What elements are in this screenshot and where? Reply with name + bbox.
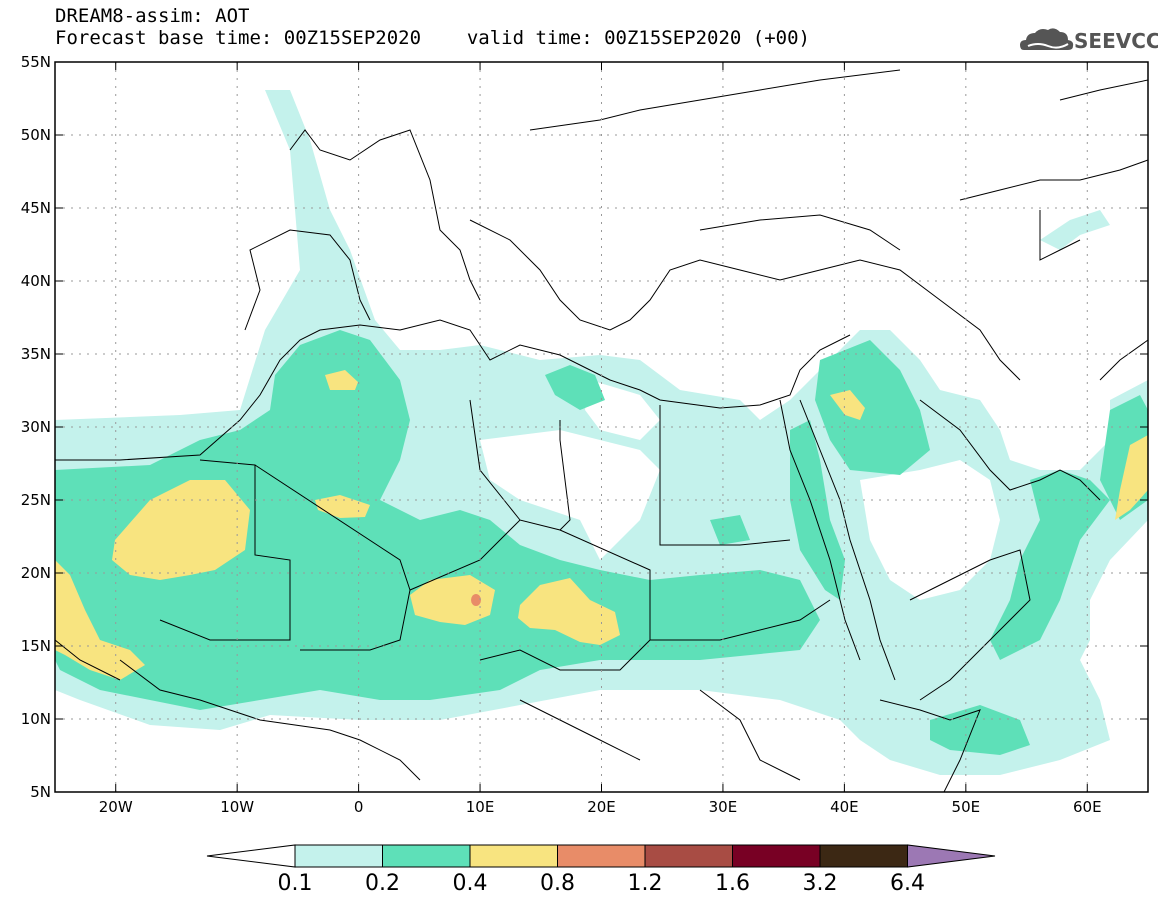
- lat-tick-label: 50N: [21, 126, 51, 144]
- graticule: [55, 62, 1148, 792]
- lon-tick-label: 60E: [1073, 798, 1102, 816]
- aot-level-0.2: [55, 330, 1148, 755]
- colorbar-segment: [382, 844, 471, 868]
- lon-tick-label: 30E: [709, 798, 738, 816]
- colorbar-label: 1.2: [628, 871, 663, 896]
- lat-tick-label: 45N: [21, 199, 51, 217]
- lon-tick-label: 40E: [830, 798, 859, 816]
- lat-tick-label: 10N: [21, 710, 51, 728]
- colorbar-segment: [819, 844, 908, 868]
- product-title: DREAM8-assim: AOT: [55, 5, 250, 27]
- lat-tick-label: 35N: [21, 345, 51, 363]
- aot-field: [55, 90, 1148, 775]
- latitude-axis: 55N 50N 45N 40N 35N 30N 25N 20N 15N 10N 5N: [21, 53, 1148, 801]
- colorbar: 0.1 0.2 0.4 0.8 1.2 1.6 3.2 6.4: [206, 844, 996, 896]
- colorbar-segment: [732, 844, 821, 868]
- colorbar-segment: [469, 844, 558, 868]
- aot-level-0.8: [471, 594, 481, 606]
- colorbar-label: 0.8: [540, 871, 575, 896]
- aot-clear-areas: [480, 380, 1000, 600]
- lat-tick-label: 15N: [21, 637, 51, 655]
- time-info: Forecast base time: 00Z15SEP2020 valid t…: [55, 28, 810, 48]
- lon-tick-label: 20E: [587, 798, 616, 816]
- lat-tick-label: 55N: [21, 53, 51, 71]
- colorbar-segment: [644, 844, 733, 868]
- lon-tick-label: 50E: [952, 798, 981, 816]
- lat-tick-label: 40N: [21, 272, 51, 290]
- colorbar-segment: [294, 844, 383, 868]
- seevccc-logo: SEEVCCC: [1020, 28, 1158, 53]
- colorbar-label: 6.4: [890, 871, 925, 896]
- colorbar-over-arrow: [907, 844, 996, 868]
- colorbar-label: 3.2: [803, 871, 838, 896]
- cloud-logo-icon: [1020, 28, 1074, 50]
- lat-tick-label: 30N: [21, 418, 51, 436]
- aot-level-0.4: [55, 370, 1148, 680]
- coastlines-borders: [55, 69, 1148, 792]
- lat-tick-label: 20N: [21, 564, 51, 582]
- lat-tick-label: 5N: [30, 783, 51, 801]
- lon-tick-label: 0: [354, 798, 364, 816]
- colorbar-segment: [557, 844, 646, 868]
- lon-tick-label: 10E: [466, 798, 495, 816]
- colorbar-under-arrow: [206, 844, 296, 868]
- colorbar-label: 0.2: [365, 871, 400, 896]
- colorbar-label: 0.1: [278, 871, 313, 896]
- logo-text: SEEVCCC: [1074, 29, 1158, 53]
- lat-tick-label: 25N: [21, 491, 51, 509]
- base-time-label: Forecast base time: 00Z15SEP2020: [55, 27, 422, 49]
- colorbar-label: 1.6: [715, 871, 750, 896]
- longitude-axis: 20W 10W 0 10E 20E 30E 40E 50E 60E: [99, 62, 1102, 816]
- lon-tick-label: 10W: [220, 798, 254, 816]
- colorbar-label: 0.4: [453, 871, 488, 896]
- valid-time-label: valid time: 00Z15SEP2020 (+00): [466, 27, 810, 49]
- lon-tick-label: 20W: [99, 798, 133, 816]
